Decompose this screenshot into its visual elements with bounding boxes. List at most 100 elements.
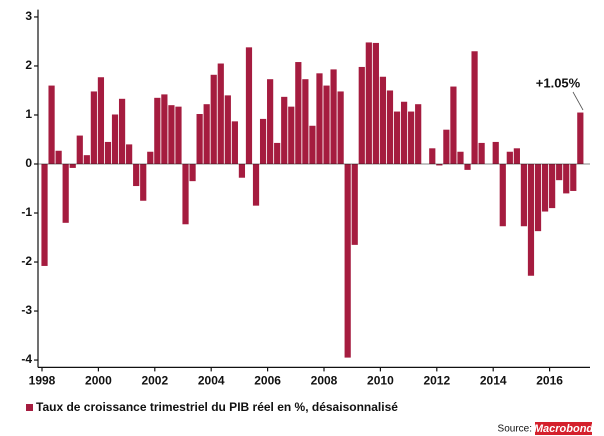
bar <box>231 121 238 164</box>
bar <box>104 141 112 164</box>
bar <box>386 90 394 164</box>
bar <box>478 142 485 164</box>
bar <box>393 111 401 164</box>
bar <box>541 163 549 212</box>
bar <box>97 77 105 164</box>
x-tick-label: 2012 <box>423 374 450 388</box>
bar <box>429 148 436 164</box>
bar <box>570 163 577 191</box>
bar <box>295 62 302 164</box>
bar <box>415 104 422 164</box>
bar <box>154 97 161 164</box>
bar <box>534 163 542 232</box>
bar <box>358 66 365 164</box>
y-tick-label: -4 <box>21 352 32 366</box>
y-tick-label: 1 <box>25 107 32 121</box>
x-tick-label: 2002 <box>141 374 168 388</box>
bar <box>309 125 316 164</box>
bar <box>513 148 520 164</box>
bar <box>48 85 55 164</box>
bar <box>520 163 528 227</box>
bar <box>245 47 253 164</box>
legend-swatch <box>26 404 33 411</box>
bar <box>69 163 76 168</box>
bar <box>76 135 83 164</box>
bar <box>499 163 506 227</box>
bar <box>62 163 69 223</box>
bar <box>527 163 535 276</box>
bar <box>224 95 231 164</box>
y-tick-label: -2 <box>21 254 32 268</box>
bar <box>189 163 196 182</box>
x-tick-label: 2010 <box>367 374 394 388</box>
bar <box>316 73 323 164</box>
bar <box>556 163 563 181</box>
x-tick-label: 2000 <box>85 374 112 388</box>
bar <box>372 42 379 164</box>
bar <box>252 163 260 206</box>
bar <box>111 114 119 164</box>
brand: Macrobond <box>534 423 594 435</box>
bar <box>217 63 224 164</box>
bar <box>443 129 450 164</box>
bar <box>203 104 210 164</box>
annotation-leader <box>572 91 584 111</box>
bar <box>133 163 140 187</box>
bar <box>563 163 570 194</box>
bar <box>175 106 182 164</box>
x-tick-label: 1998 <box>29 374 56 388</box>
brand-box <box>535 422 592 435</box>
bar <box>259 118 267 164</box>
bar <box>464 163 471 170</box>
x-tick-label: 2008 <box>311 374 338 388</box>
bar <box>436 163 443 166</box>
bar <box>344 163 351 358</box>
y-tick-label: 3 <box>25 9 32 23</box>
bar <box>408 111 415 164</box>
bar <box>118 98 126 164</box>
bar <box>41 163 48 266</box>
bar <box>457 151 464 164</box>
bar <box>492 141 499 164</box>
bar <box>90 91 97 164</box>
bar <box>450 86 457 164</box>
source-label: Source: <box>498 424 532 435</box>
x-tick-label: 2014 <box>480 374 507 388</box>
bar <box>549 163 556 209</box>
bar <box>140 163 147 201</box>
y-tick-label: 0 <box>25 156 32 170</box>
bar <box>196 113 203 164</box>
bar <box>238 163 246 178</box>
bar <box>577 112 584 164</box>
bar <box>161 94 168 164</box>
y-tick-label: -1 <box>21 205 32 219</box>
bar <box>379 76 387 164</box>
bar <box>267 79 274 164</box>
x-tick-label: 2016 <box>536 374 563 388</box>
bar <box>288 106 295 164</box>
y-tick-label: 2 <box>25 58 32 72</box>
x-tick-label: 2006 <box>254 374 281 388</box>
bar <box>147 151 154 164</box>
bar <box>330 69 337 164</box>
bar <box>126 144 133 164</box>
bar <box>168 105 175 164</box>
bar <box>323 85 330 164</box>
bar <box>55 150 62 164</box>
bar <box>302 79 309 164</box>
bar <box>281 96 288 164</box>
x-tick-label: 2004 <box>198 374 225 388</box>
bar <box>506 151 513 164</box>
bar <box>471 51 478 164</box>
bar <box>400 101 408 164</box>
bar <box>274 142 281 164</box>
y-tick-label: -3 <box>21 303 32 317</box>
bar <box>182 163 189 225</box>
bar <box>337 91 344 164</box>
bar <box>83 155 90 164</box>
bar <box>351 163 358 245</box>
annotation: +1.05% <box>536 75 581 90</box>
bar <box>365 42 372 164</box>
bar <box>210 74 217 164</box>
